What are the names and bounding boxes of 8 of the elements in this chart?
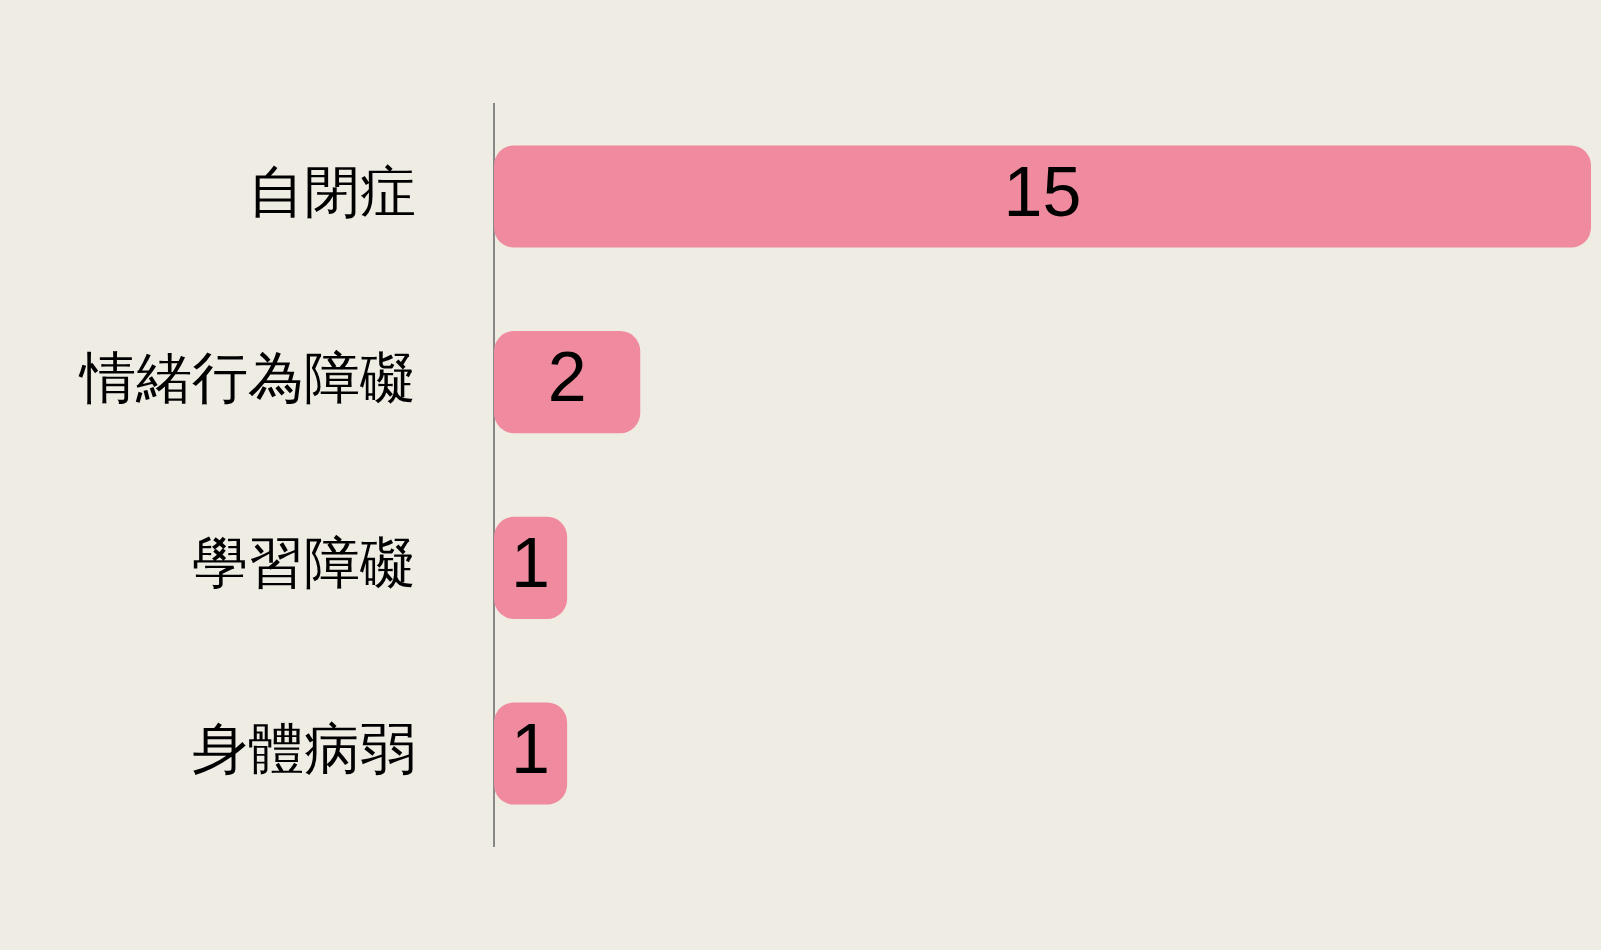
data-label: 1 <box>511 524 551 603</box>
y-tick-label: 自閉症 <box>248 159 416 224</box>
data-label: 2 <box>547 338 587 417</box>
y-tick-label: 情緒行為障礙 <box>78 344 416 410</box>
y-tick-label: 學習障礙 <box>192 530 416 596</box>
data-label: 15 <box>1003 152 1082 231</box>
data-label: 1 <box>511 709 551 788</box>
y-tick-label: 身體病弱 <box>192 716 416 782</box>
